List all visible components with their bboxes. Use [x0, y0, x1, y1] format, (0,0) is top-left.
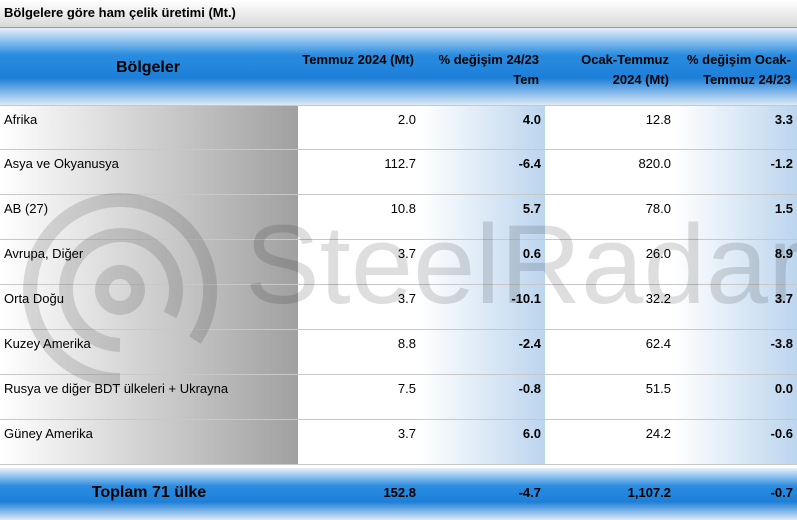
value-cell: -10.1 [420, 285, 545, 330]
total-value: -4.7 [518, 485, 541, 500]
total-value: 1,107.2 [627, 485, 671, 500]
region-cell: Kuzey Amerika [0, 330, 298, 375]
value-cell: 26.0 [545, 240, 675, 285]
value-cell: 6.0 [420, 420, 545, 465]
total-band [0, 468, 797, 520]
value-cell: 62.4 [545, 330, 675, 375]
value-cell: 3.7 [298, 285, 420, 330]
value-cell: 12.8 [545, 105, 675, 150]
value-cell: 1.5 [675, 195, 797, 240]
total-value: 152.8 [383, 485, 416, 500]
value-cell: -6.4 [420, 150, 545, 195]
value-cell: 4.0 [420, 105, 545, 150]
value-cell: -3.8 [675, 330, 797, 375]
column-header: Bölgeler [115, 59, 180, 76]
region-cell: Orta Doğu [0, 285, 298, 330]
value-cell: 3.7 [298, 420, 420, 465]
value-cell: 32.2 [545, 285, 675, 330]
column-header: Ocak-Temmuz 2024 (Mt) [581, 52, 669, 87]
header-band [0, 28, 797, 105]
region-cell: Asya ve Okyanusya [0, 150, 298, 195]
value-cell: 7.5 [298, 375, 420, 420]
value-cell: -0.8 [420, 375, 545, 420]
value-cell: 0.6 [420, 240, 545, 285]
value-cell: 24.2 [545, 420, 675, 465]
value-cell: -0.6 [675, 420, 797, 465]
value-cell: 8.8 [298, 330, 420, 375]
value-cell: 10.8 [298, 195, 420, 240]
region-cell: Afrika [0, 105, 298, 150]
region-cell: AB (27) [0, 195, 298, 240]
value-cell: 0.0 [675, 375, 797, 420]
column-header: % değişim Ocak-Temmuz 24/23 [686, 52, 791, 87]
value-cell: 3.7 [298, 240, 420, 285]
value-cell: 2.0 [298, 105, 420, 150]
column-header: % değişim 24/23 Tem [438, 52, 539, 87]
value-cell: 112.7 [298, 150, 420, 195]
region-cell: Rusya ve diğer BDT ülkeleri + Ukrayna [0, 375, 298, 420]
value-cell: 51.5 [545, 375, 675, 420]
value-cell: 78.0 [545, 195, 675, 240]
value-cell: 3.7 [675, 285, 797, 330]
total-value: -0.7 [770, 485, 793, 500]
region-cell: Güney Amerika [0, 420, 298, 465]
watermark-logo [23, 193, 218, 387]
title: Bölgelere göre ham çelik üretimi (Mt.) [0, 0, 797, 28]
value-cell: 8.9 [675, 240, 797, 285]
column-header: Temmuz 2024 (Mt) [302, 52, 414, 67]
value-cell: -2.4 [420, 330, 545, 375]
value-cell: -1.2 [675, 150, 797, 195]
total-label: Toplam 71 ülke [91, 484, 207, 501]
region-cell: Avrupa, Diğer [0, 240, 298, 285]
value-cell: 820.0 [545, 150, 675, 195]
value-cell: 3.3 [675, 105, 797, 150]
value-cell: 5.7 [420, 195, 545, 240]
